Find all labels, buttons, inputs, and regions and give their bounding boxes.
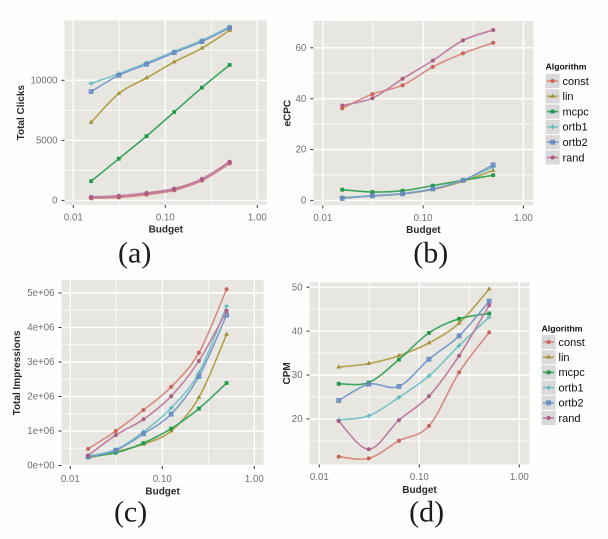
- svg-text:10000: 10000: [31, 76, 59, 87]
- svg-text:1.00: 1.00: [245, 474, 264, 485]
- svg-text:Budget: Budget: [145, 487, 180, 498]
- svg-text:0e+00: 0e+00: [27, 461, 55, 472]
- svg-text:0.01: 0.01: [310, 472, 329, 483]
- svg-text:0.10: 0.10: [410, 472, 429, 483]
- svg-text:(a): (a): [118, 237, 151, 270]
- svg-text:Algorithm: Algorithm: [542, 324, 583, 334]
- svg-text:30: 30: [292, 370, 303, 381]
- svg-text:Algorithm: Algorithm: [546, 62, 587, 72]
- svg-text:60: 60: [296, 43, 307, 54]
- svg-text:20: 20: [296, 145, 307, 156]
- svg-text:4e+06: 4e+06: [27, 323, 54, 334]
- svg-text:1.00: 1.00: [248, 213, 267, 224]
- svg-text:0.10: 0.10: [153, 474, 172, 485]
- svg-text:Budget: Budget: [406, 225, 441, 236]
- svg-text:3e+06: 3e+06: [27, 357, 54, 368]
- svg-text:1.00: 1.00: [514, 213, 533, 224]
- svg-text:20: 20: [292, 414, 303, 425]
- svg-text:0.10: 0.10: [156, 213, 175, 224]
- svg-text:50: 50: [292, 282, 303, 293]
- svg-text:ortb2: ortb2: [563, 137, 588, 149]
- svg-text:ortb2: ortb2: [559, 398, 584, 410]
- svg-text:40: 40: [292, 326, 303, 337]
- svg-text:0.01: 0.01: [64, 213, 83, 224]
- svg-text:CPM: CPM: [282, 362, 293, 384]
- svg-text:0.10: 0.10: [414, 213, 433, 224]
- svg-text:Total Impressions: Total Impressions: [12, 330, 23, 415]
- svg-text:0.01: 0.01: [313, 213, 332, 224]
- svg-text:(c): (c): [114, 496, 147, 529]
- svg-text:0.01: 0.01: [61, 474, 80, 485]
- svg-text:40: 40: [296, 94, 307, 105]
- svg-text:ortb1: ortb1: [563, 122, 588, 134]
- svg-text:rand: rand: [563, 152, 585, 164]
- svg-text:5e+06: 5e+06: [27, 288, 54, 299]
- svg-text:Budget: Budget: [149, 225, 184, 236]
- svg-text:Budget: Budget: [402, 485, 437, 496]
- svg-text:const: const: [563, 76, 589, 88]
- svg-text:0: 0: [52, 196, 58, 207]
- svg-text:(b): (b): [413, 237, 448, 270]
- svg-text:lin: lin: [563, 91, 574, 103]
- svg-text:ortb1: ortb1: [559, 382, 584, 394]
- svg-text:eCPC: eCPC: [283, 100, 294, 127]
- svg-text:rand: rand: [559, 413, 581, 425]
- svg-text:const: const: [559, 337, 585, 349]
- svg-text:Total Clicks: Total Clicks: [16, 85, 27, 141]
- svg-text:0: 0: [301, 196, 307, 207]
- svg-text:lin: lin: [559, 352, 570, 364]
- svg-text:1.00: 1.00: [510, 472, 529, 483]
- svg-text:2e+06: 2e+06: [27, 392, 54, 403]
- svg-text:1e+06: 1e+06: [27, 426, 54, 437]
- svg-text:5000: 5000: [36, 136, 58, 147]
- svg-text:mcpc: mcpc: [563, 106, 590, 118]
- svg-text:(d): (d): [409, 496, 444, 529]
- svg-text:mcpc: mcpc: [559, 367, 586, 379]
